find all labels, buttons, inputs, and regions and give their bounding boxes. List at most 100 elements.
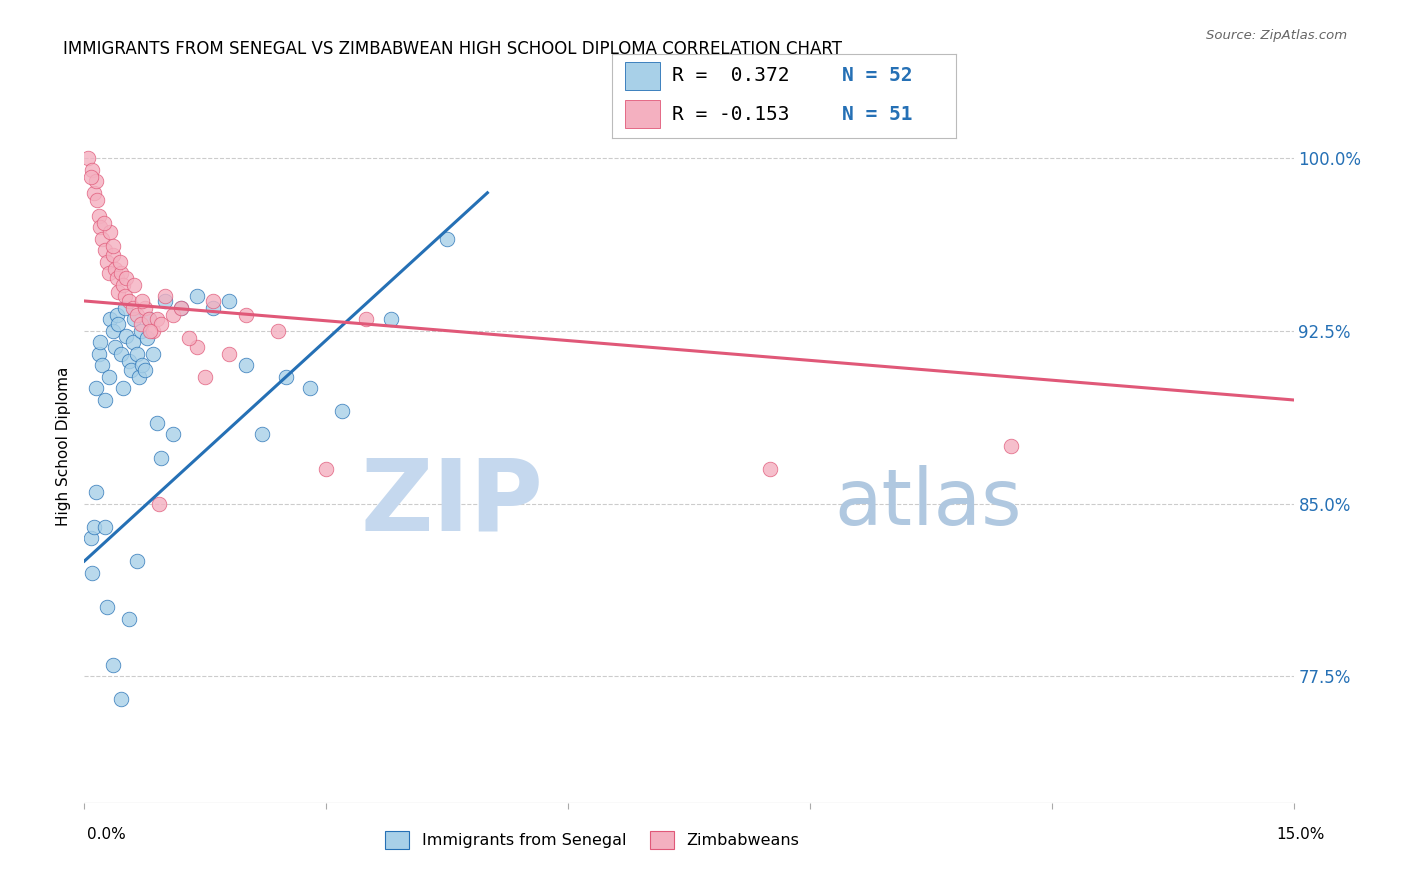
Point [104, 261, 127, 276]
Point [110, 347, 132, 361]
Point [138, 312, 160, 326]
Y-axis label: High School Diploma: High School Diploma [56, 367, 72, 525]
Point [91, 359, 114, 373]
Point [91, 232, 114, 246]
Point [186, 289, 208, 303]
FancyBboxPatch shape [626, 100, 659, 128]
Point [186, 340, 208, 354]
Point [129, 324, 152, 338]
Text: Source: ZipAtlas.com: Source: ZipAtlas.com [1206, 29, 1347, 42]
Point [179, 331, 201, 345]
Point [112, 381, 135, 395]
Point [149, 450, 172, 465]
Point [115, 271, 138, 285]
Point [194, 370, 217, 384]
Point [330, 404, 353, 418]
Legend: Immigrants from Senegal, Zimbabweans: Immigrants from Senegal, Zimbabweans [378, 824, 806, 855]
Point [101, 248, 124, 262]
Text: N = 51: N = 51 [842, 104, 912, 124]
Point [103, 238, 125, 252]
Point [110, 692, 132, 706]
Point [162, 427, 184, 442]
Point [218, 347, 240, 361]
Point [267, 324, 290, 338]
Point [153, 289, 176, 303]
Point [235, 308, 257, 322]
Point [202, 301, 225, 315]
Point [134, 363, 156, 377]
Point [105, 308, 128, 322]
Point [80, 169, 103, 184]
Point [118, 293, 141, 308]
Text: atlas: atlas [834, 465, 1022, 541]
Point [121, 301, 143, 315]
Point [149, 317, 172, 331]
Point [93, 244, 115, 258]
Point [98, 225, 121, 239]
Point [121, 335, 143, 350]
Point [162, 308, 184, 322]
Point [138, 312, 160, 326]
Point [218, 293, 240, 308]
Point [86, 485, 108, 500]
Point [77, 151, 100, 165]
Point [124, 312, 146, 326]
Point [139, 324, 162, 338]
Point [1000, 439, 1022, 453]
Point [124, 277, 146, 292]
Point [235, 359, 257, 373]
Point [87, 209, 110, 223]
Point [142, 324, 165, 338]
FancyBboxPatch shape [626, 62, 659, 90]
Point [108, 255, 131, 269]
Point [82, 162, 104, 177]
Text: R = -0.153: R = -0.153 [672, 104, 789, 124]
Point [356, 312, 378, 326]
Text: R =  0.372: R = 0.372 [672, 67, 789, 86]
Point [107, 285, 129, 299]
Point [274, 370, 297, 384]
Point [97, 370, 120, 384]
Point [101, 324, 124, 338]
Point [250, 427, 273, 442]
Point [125, 347, 148, 361]
Point [89, 220, 111, 235]
Point [142, 347, 165, 361]
Point [125, 308, 148, 322]
Point [758, 462, 780, 476]
Point [86, 381, 108, 395]
Point [110, 266, 132, 280]
Point [148, 497, 170, 511]
Point [120, 363, 142, 377]
Point [146, 312, 169, 326]
Point [131, 359, 153, 373]
Point [128, 370, 150, 384]
Point [89, 335, 111, 350]
Point [96, 255, 118, 269]
Point [97, 266, 120, 280]
Point [125, 554, 148, 568]
Point [315, 462, 337, 476]
Point [436, 232, 458, 246]
Text: ZIP: ZIP [361, 455, 544, 551]
Point [131, 293, 153, 308]
Point [82, 566, 104, 580]
Point [170, 301, 193, 315]
Point [105, 271, 128, 285]
Point [101, 657, 124, 672]
Point [86, 193, 108, 207]
Point [118, 612, 141, 626]
Text: 15.0%: 15.0% [1277, 827, 1324, 841]
Point [87, 347, 110, 361]
Text: N = 52: N = 52 [842, 67, 912, 86]
Point [83, 519, 105, 533]
Point [153, 293, 176, 308]
Point [136, 331, 159, 345]
Point [115, 328, 138, 343]
Point [104, 340, 127, 354]
Point [96, 600, 118, 615]
Point [299, 381, 322, 395]
Point [114, 289, 136, 303]
Point [93, 216, 115, 230]
Point [129, 317, 152, 331]
